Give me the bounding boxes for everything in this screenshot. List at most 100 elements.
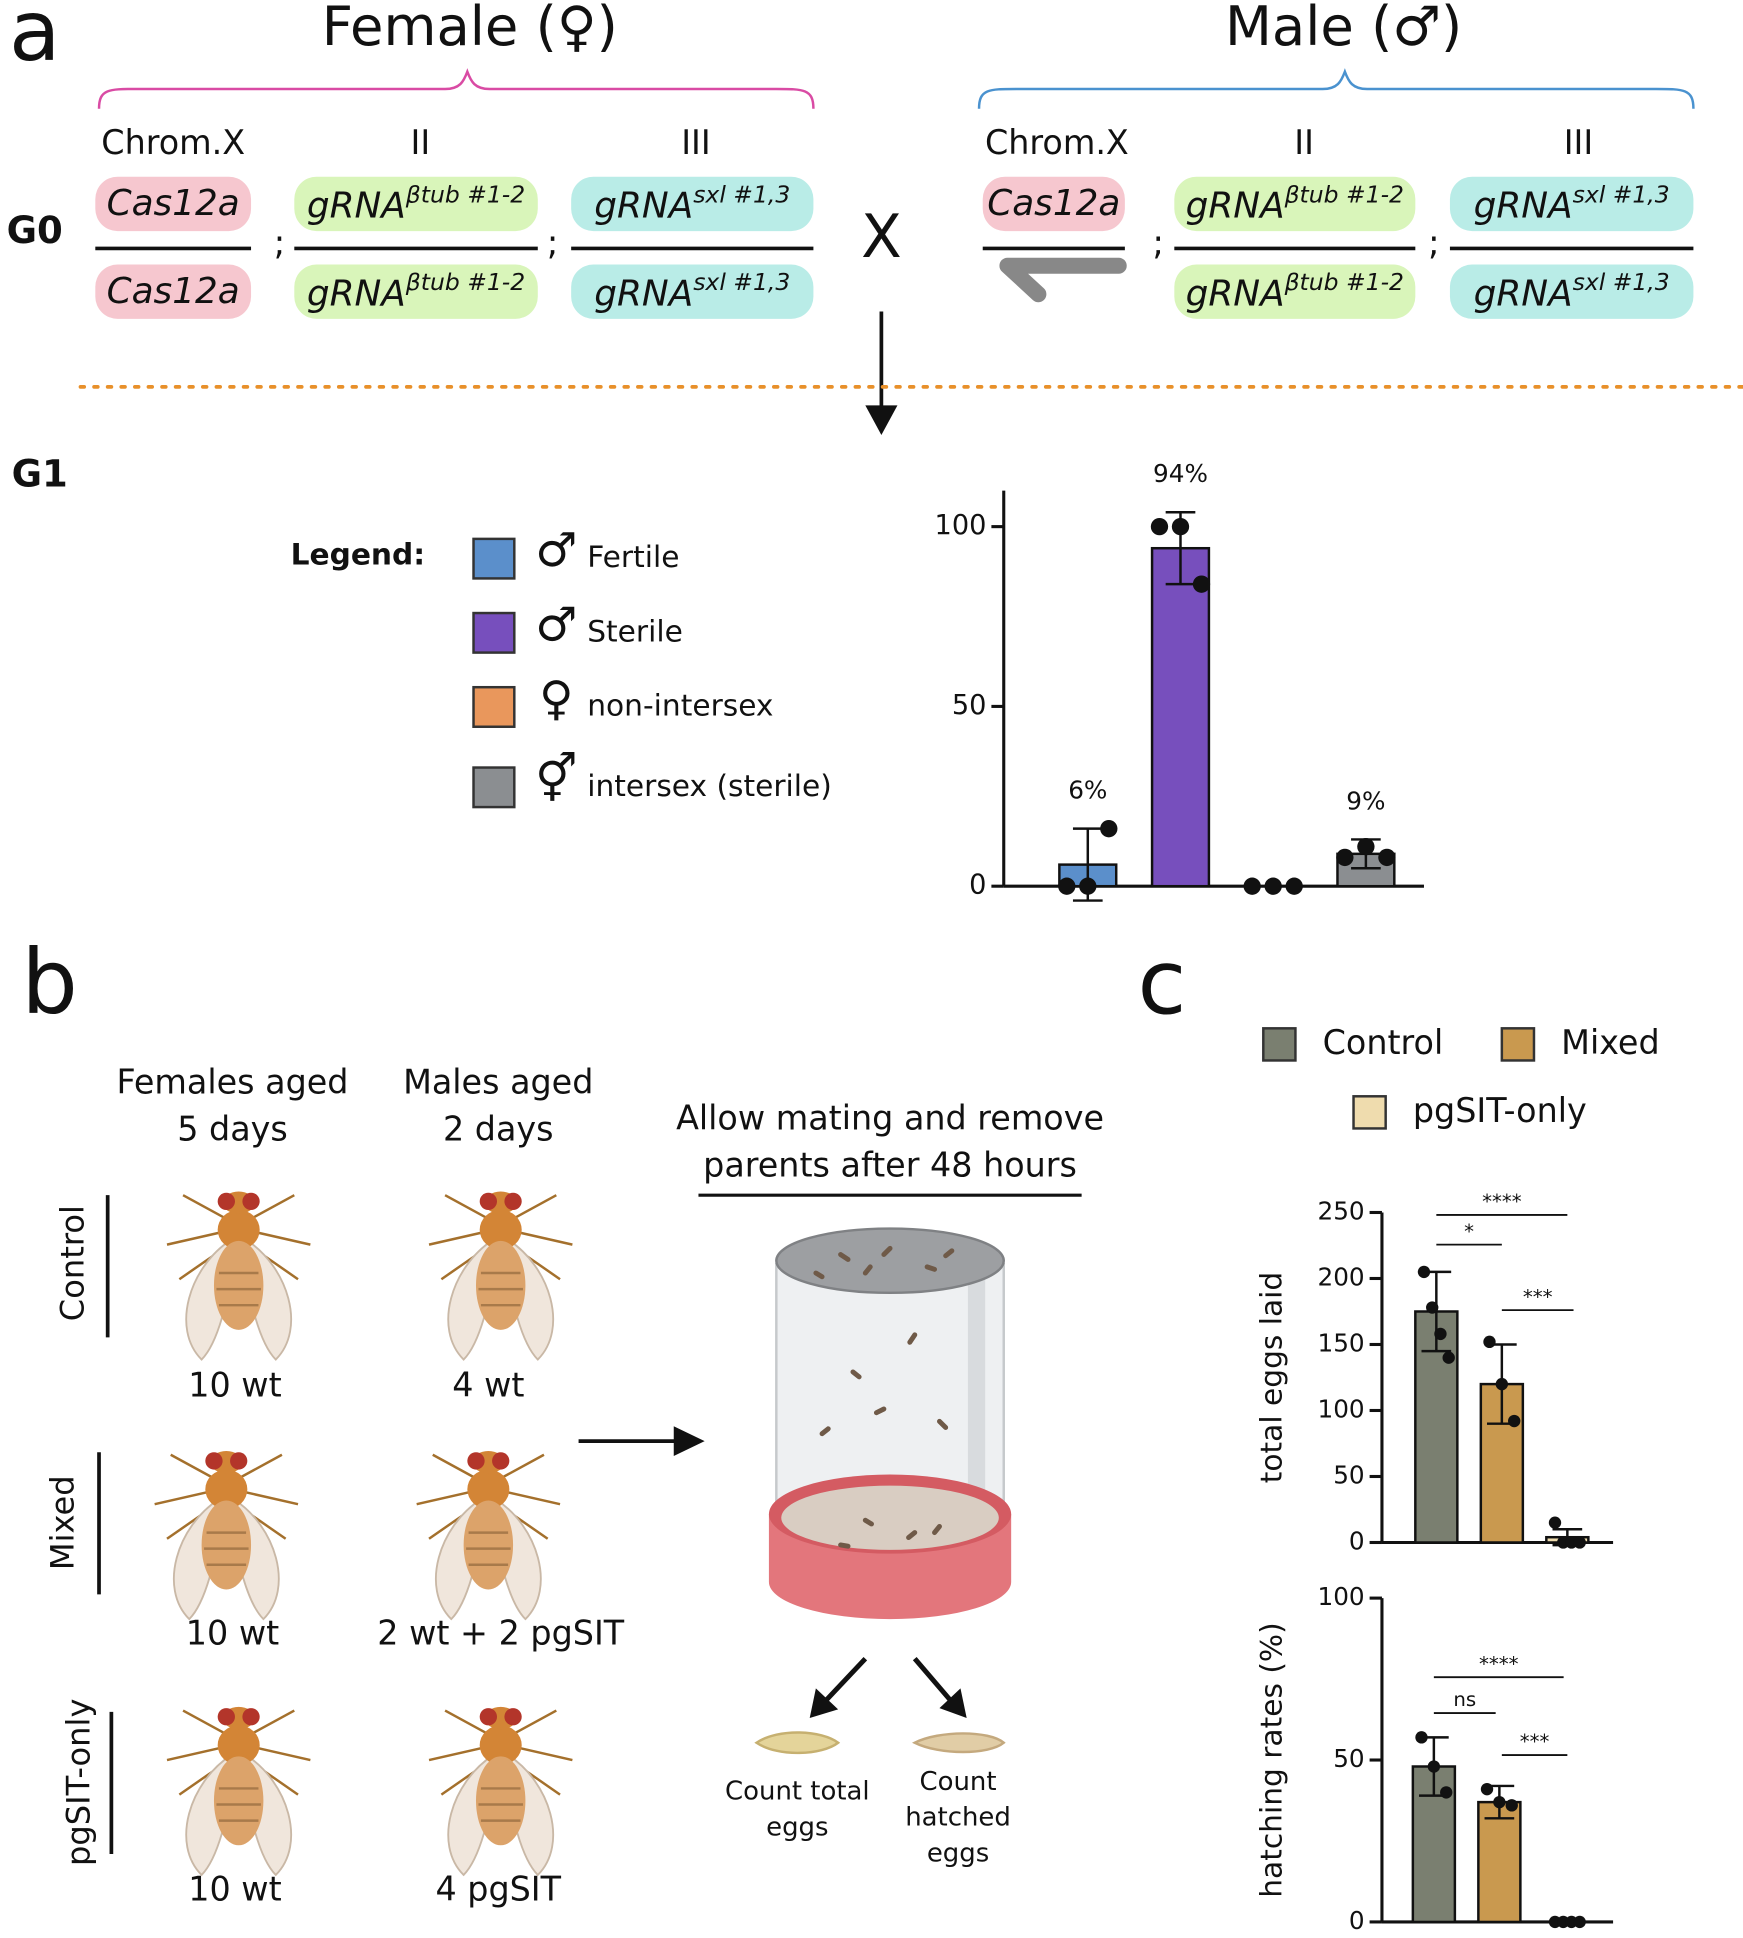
allele-base: gRNA: [307, 273, 406, 314]
data-point: [1171, 517, 1190, 536]
chromosome-header: Chrom.X: [101, 123, 245, 162]
allele-base: gRNA: [1474, 273, 1573, 314]
female-fly: [165, 1190, 312, 1361]
allele: gRNAsxl #1,3: [594, 180, 790, 227]
female-brace: [97, 68, 815, 109]
y-tick-label: 0: [1349, 1526, 1365, 1555]
arrow-head: [673, 1426, 705, 1456]
female-count: 10 wt: [186, 1614, 279, 1653]
allele-pill: [294, 264, 538, 319]
data-point: [1434, 1327, 1447, 1341]
data-point: [1442, 1351, 1455, 1364]
value-label: 9%: [1346, 786, 1385, 815]
allele-pill: [1449, 264, 1694, 319]
column-header: 2 days: [443, 1109, 554, 1148]
male-brace: [977, 68, 1695, 109]
arrow: [912, 1657, 954, 1704]
y-tick-label: 0: [1349, 1906, 1365, 1935]
allele-pill: [1449, 176, 1694, 232]
data-point: [1483, 1335, 1496, 1349]
allele-superscript: βtub #1-2: [405, 180, 525, 208]
y-axis-label: total eggs laid: [1254, 1272, 1289, 1484]
female-count: 10 wt: [188, 1365, 281, 1404]
arrow: [822, 1656, 868, 1704]
allele-superscript: βtub #1-2: [1284, 180, 1404, 208]
y-tick-label: 0: [969, 870, 986, 901]
allele: Cas12a: [107, 271, 240, 312]
allele: gRNAsxl #1,3: [1474, 180, 1670, 227]
legend-label: Mixed: [1561, 1023, 1659, 1062]
allele-base: gRNA: [594, 273, 693, 314]
data-point: [1573, 1536, 1586, 1549]
allele-base: gRNA: [1186, 186, 1285, 227]
data-point: [1548, 1516, 1562, 1529]
data-point: [1079, 877, 1097, 895]
legend-symbol: ♂: [535, 523, 577, 578]
vial: [768, 1227, 1012, 1620]
sex-title: Male (♂): [1225, 0, 1462, 58]
separator: ;: [547, 224, 559, 264]
value-label: 94%: [1153, 459, 1208, 488]
chromosome-header: III: [1564, 123, 1594, 162]
data-point: [1505, 1799, 1518, 1812]
significance-label: ****: [1479, 1652, 1519, 1675]
legend-label: Fertile: [587, 539, 679, 574]
generation-label: G1: [12, 452, 68, 495]
cross-arrow-head: [865, 405, 898, 436]
legend-title: Legend:: [291, 537, 426, 572]
column-header: Males aged: [403, 1062, 593, 1101]
legend-swatch: [1352, 1095, 1387, 1130]
y-tick-label: 200: [1317, 1262, 1364, 1291]
chromosome-header: II: [1294, 123, 1314, 162]
data-point: [1336, 848, 1354, 867]
egg: [754, 1731, 841, 1755]
legend-symbol: ♂: [535, 597, 577, 652]
female-fly: [153, 1449, 300, 1621]
data-point: [1192, 575, 1211, 593]
data-point: [1495, 1377, 1509, 1391]
group-label: Control: [53, 1205, 91, 1321]
allele-base: gRNA: [307, 186, 406, 227]
allele-superscript: sxl #1,3: [1573, 268, 1670, 296]
allele: gRNAβtub #1-2: [1186, 180, 1404, 227]
separator: ;: [1152, 224, 1164, 264]
y-tick-label: 100: [1317, 1582, 1364, 1611]
data-point: [1058, 877, 1076, 895]
legend-swatch: [472, 685, 516, 728]
outcome-text: eggs: [766, 1812, 828, 1842]
column-header: 5 days: [177, 1109, 288, 1148]
generation-label: G0: [7, 209, 63, 252]
allele-pill: [571, 264, 814, 319]
allele: gRNAβtub #1-2: [307, 268, 525, 315]
data-point: [1417, 1265, 1431, 1279]
bar: [1477, 1800, 1522, 1924]
data-point: [1480, 1782, 1494, 1796]
panel-label: c: [1137, 930, 1186, 1034]
column-header: Females aged: [117, 1062, 349, 1101]
significance-label: ****: [1482, 1190, 1522, 1213]
y-tick-label: 50: [1333, 1744, 1364, 1773]
female-fly: [165, 1705, 312, 1877]
legend-swatch: [472, 766, 516, 809]
allele-superscript: βtub #1-2: [1284, 268, 1404, 296]
male-count: 4 pgSIT: [435, 1870, 561, 1909]
y-tick-label: 250: [1317, 1196, 1364, 1225]
arrow-head: [809, 1688, 839, 1718]
bar: [1150, 546, 1211, 888]
arrow-head: [939, 1688, 967, 1718]
significance-label: ***: [1520, 1730, 1550, 1753]
male-fly: [427, 1190, 574, 1361]
allele: gRNAβtub #1-2: [1186, 268, 1404, 315]
data-point: [1357, 837, 1375, 856]
data-point: [1285, 877, 1303, 895]
legend-swatch: [1500, 1027, 1536, 1062]
legend-symbol: ⚥: [535, 751, 577, 807]
male-count: 4 wt: [452, 1365, 524, 1404]
panel-label: a: [9, 0, 61, 80]
allele-base: gRNA: [1186, 273, 1285, 314]
allele-superscript: βtub #1-2: [405, 268, 525, 296]
group-label: Mixed: [43, 1475, 81, 1570]
allele-superscript: sxl #1,3: [693, 180, 790, 208]
